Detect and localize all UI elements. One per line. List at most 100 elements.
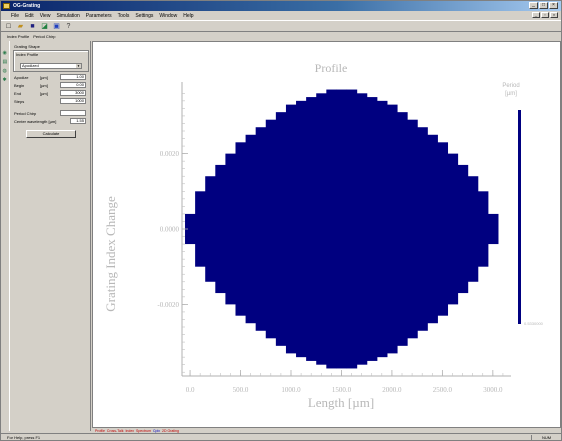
- legend-colorbar: [518, 110, 521, 324]
- menu-bar: File Edit View Simulation Parameters Too…: [1, 11, 561, 20]
- envelope-marks: [185, 89, 499, 369]
- profile-step-bar: [407, 119, 418, 339]
- x-ticks: 0.0 500.0 1000.0 1500.0 2000.0 2500.0 3000.0: [186, 370, 503, 394]
- open-icon[interactable]: ▰: [17, 22, 24, 30]
- end-unit: [µm]: [40, 91, 48, 96]
- profile-step-bar: [396, 112, 408, 346]
- wavelength-field[interactable]: 1.55: [70, 118, 86, 124]
- profile-select[interactable]: Apodized ▼: [20, 63, 82, 69]
- y-ticks: 0.0020 0.0000 -0.0020: [157, 150, 188, 309]
- grating-icon[interactable]: ◉: [2, 50, 7, 56]
- profile-step-bar: [306, 97, 317, 361]
- maximize-button[interactable]: □: [539, 2, 548, 9]
- apodize-unit: [µm]: [40, 75, 48, 80]
- menu-parameters[interactable]: Parameters: [85, 12, 112, 19]
- period-chirp-tool[interactable]: Period Chirp: [33, 33, 56, 39]
- help-icon[interactable]: ?: [66, 22, 71, 30]
- tab-profile[interactable]: Profile: [95, 428, 105, 433]
- mdi-minimize-button[interactable]: _: [532, 12, 540, 18]
- profile-step-bar: [356, 93, 368, 365]
- parameter-panel: Grating Shape Index Profile Apodized ▼ A…: [9, 41, 91, 431]
- menu-edit[interactable]: Edit: [25, 12, 34, 19]
- profile-step-bar: [255, 127, 267, 331]
- chart-title: Profile: [315, 61, 348, 75]
- profile-chart: 0.0 500.0 1000.0 1500.0 2000.0 2500.0 3000.0 0…: [103, 61, 544, 410]
- legend-unit: [µm]: [505, 91, 517, 97]
- graph-icon[interactable]: ◪: [41, 22, 48, 30]
- tab-2d-grating[interactable]: 2D Grating: [162, 428, 179, 433]
- profile-step-bar: [467, 176, 479, 282]
- x-tick-label: 3000.0: [483, 386, 503, 394]
- status-bar: For Help, press F1 NUM: [1, 433, 561, 441]
- begin-field[interactable]: 0.00: [60, 82, 86, 88]
- tab-spectrum[interactable]: Spectrum: [136, 428, 151, 433]
- period-chirp-field[interactable]: [60, 110, 86, 116]
- profile-step-bar: [417, 127, 428, 331]
- y-minor-ticks: [182, 93, 185, 373]
- steps-field[interactable]: 1000: [60, 98, 86, 104]
- profile-step-bar: [275, 112, 287, 346]
- secondary-toolbar: Index Profile Period Chirp: [1, 32, 561, 40]
- profile-step-bar: [366, 97, 378, 361]
- profile-step-bar: [346, 89, 358, 369]
- profile-step-bar: [447, 153, 459, 305]
- menu-file[interactable]: File: [11, 12, 20, 19]
- title-bar[interactable]: OG-Grating _ □ ×: [1, 1, 561, 11]
- profile-step-bar: [285, 104, 297, 354]
- save-icon[interactable]: ■: [30, 22, 35, 30]
- profile-step-bar: [185, 213, 196, 245]
- profile-step-bar: [457, 164, 469, 294]
- tab-cplx[interactable]: Cplx: [153, 428, 161, 433]
- minimize-button[interactable]: _: [529, 2, 538, 9]
- menu-window[interactable]: Window: [159, 12, 178, 19]
- profile-step-bar: [316, 93, 327, 365]
- x-tick-label: 1500.0: [332, 386, 352, 394]
- menu-help[interactable]: Help: [183, 12, 194, 19]
- menu-view[interactable]: View: [39, 12, 51, 19]
- profile-step-bar: [215, 164, 226, 294]
- tab-cross-talk[interactable]: Cross-Talk: [106, 428, 124, 433]
- index-profile-label: Index Profile: [16, 52, 39, 57]
- spectrum-icon[interactable]: ◍: [2, 68, 7, 74]
- profile-step-bar: [487, 213, 499, 245]
- profile-step-bar: [235, 142, 247, 316]
- apodize-field[interactable]: 1.00: [60, 74, 86, 80]
- window-controls: _ □ ×: [529, 2, 558, 9]
- mdi-close-button[interactable]: ×: [550, 12, 558, 18]
- menu-simulation[interactable]: Simulation: [56, 12, 80, 19]
- app-icon: [3, 3, 10, 9]
- legend-title: Period: [502, 83, 519, 89]
- end-label: End: [14, 91, 22, 96]
- profile-step-bar: [336, 89, 348, 369]
- x-tick-label: 0.0: [186, 386, 195, 394]
- legend-min-label: 0.5330000: [524, 321, 544, 326]
- profile-step-bar: [195, 191, 206, 267]
- mdi-controls: _ ▫ ×: [532, 12, 558, 18]
- apodize-label: Apodize: [14, 75, 29, 80]
- profile-icon[interactable]: ▤: [2, 59, 8, 65]
- mdi-restore-button[interactable]: ▫: [541, 12, 549, 18]
- plot-area: 0.0 500.0 1000.0 1500.0 2000.0 2500.0 3000.0 0…: [92, 41, 561, 428]
- profile-step-bar: [376, 100, 388, 358]
- window-title: OG-Grating: [13, 3, 41, 9]
- begin-unit: [µm]: [40, 83, 48, 88]
- grating-shape-label: Grating Shape: [14, 44, 40, 49]
- chevron-down-icon[interactable]: ▼: [76, 64, 81, 68]
- calculate-button[interactable]: Calculate: [26, 130, 76, 138]
- profile-step-bar: [427, 134, 438, 324]
- index-profile-tool[interactable]: Index Profile: [7, 33, 30, 39]
- end-field[interactable]: 3000: [60, 90, 86, 96]
- close-button[interactable]: ×: [549, 2, 558, 9]
- profile-select-value: Apodized: [22, 63, 39, 68]
- profile-step-bar: [225, 153, 237, 305]
- profile-step-bar: [477, 191, 489, 267]
- new-icon[interactable]: □: [6, 22, 11, 30]
- menu-settings[interactable]: Settings: [135, 12, 154, 19]
- calc-icon[interactable]: ▣: [53, 22, 60, 30]
- menu-tools[interactable]: Tools: [117, 12, 130, 19]
- profile-step-bar: [205, 176, 216, 282]
- profile-step-bar: [296, 100, 307, 358]
- settings-icon[interactable]: ✱: [2, 77, 7, 83]
- tab-index[interactable]: Index: [125, 428, 135, 433]
